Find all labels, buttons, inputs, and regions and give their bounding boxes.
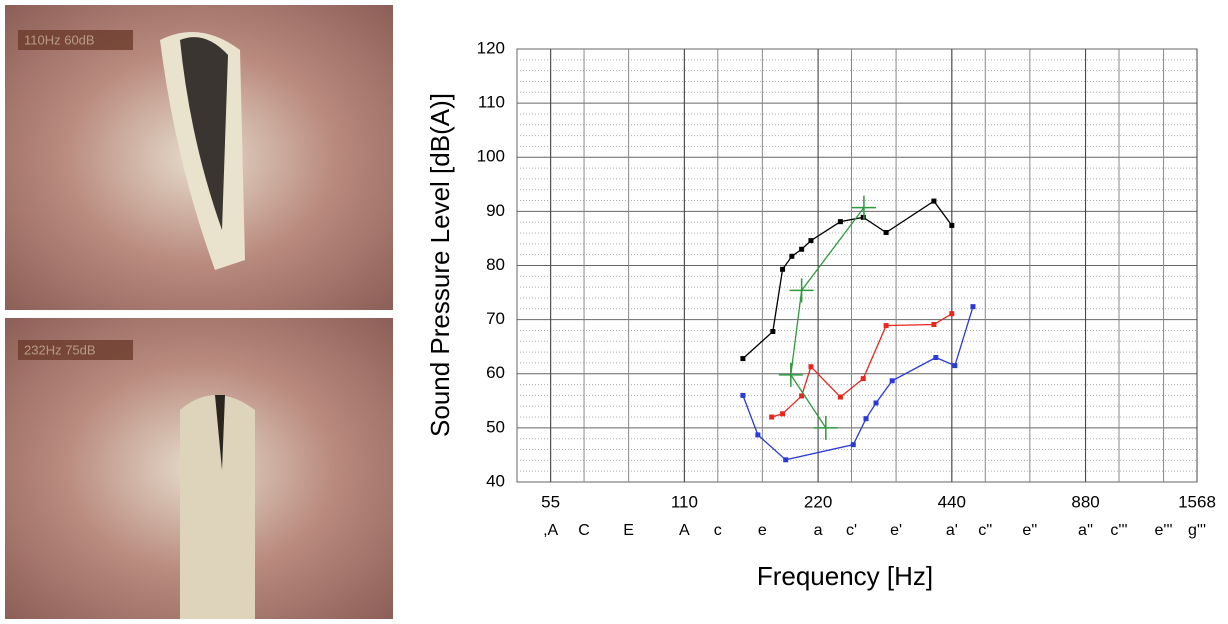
note-tick-label: ,A bbox=[543, 522, 558, 539]
point-marker bbox=[755, 432, 761, 438]
series-line bbox=[742, 306, 974, 461]
y-tick-label: 90 bbox=[486, 201, 505, 220]
point-marker bbox=[799, 246, 805, 252]
overlay-text: 110Hz 60dB bbox=[24, 32, 95, 47]
cross-marker bbox=[778, 362, 803, 387]
note-tick-label: A bbox=[679, 522, 690, 539]
x-tick-label: 220 bbox=[804, 492, 832, 511]
note-tick-label: C bbox=[578, 522, 590, 539]
x-tick-label: 55 bbox=[541, 492, 560, 511]
note-tick-label: a' bbox=[946, 522, 958, 539]
note-tick-label: c''' bbox=[1110, 522, 1127, 539]
point-marker bbox=[770, 329, 776, 335]
note-tick-label: c'' bbox=[978, 522, 992, 539]
note-tick-label: c' bbox=[846, 522, 857, 539]
overlay-text: 232Hz 75dB bbox=[24, 342, 96, 357]
x-tick-label: 440 bbox=[938, 492, 966, 511]
cross-marker bbox=[813, 415, 838, 440]
point-marker bbox=[931, 198, 937, 204]
y-tick-label: 70 bbox=[486, 309, 505, 328]
point-marker bbox=[883, 229, 889, 235]
y-axis-title: Sound Pressure Level [dB(A)] bbox=[425, 93, 455, 437]
point-marker bbox=[949, 222, 955, 228]
cross-marker bbox=[851, 195, 876, 220]
note-tick-label: c bbox=[714, 522, 722, 539]
point-marker bbox=[970, 304, 976, 310]
x-tick-label: 880 bbox=[1071, 492, 1099, 511]
x-tick-label: 110 bbox=[671, 492, 698, 511]
point-marker bbox=[931, 321, 937, 327]
note-tick-label: e' bbox=[890, 522, 902, 539]
note-tick-label: e bbox=[758, 522, 767, 539]
point-marker bbox=[860, 376, 866, 382]
point-marker bbox=[863, 416, 869, 422]
note-tick-label: a bbox=[814, 522, 823, 539]
note-tick-label: E bbox=[623, 522, 634, 539]
point-marker bbox=[769, 414, 775, 420]
y-tick-label: 80 bbox=[486, 255, 505, 274]
y-tick-label: 120 bbox=[477, 38, 505, 57]
point-marker bbox=[933, 355, 939, 361]
point-marker bbox=[808, 238, 814, 244]
point-marker bbox=[740, 356, 746, 362]
note-tick-label: e'' bbox=[1022, 522, 1037, 539]
note-tick-label: e''' bbox=[1155, 522, 1173, 539]
point-marker bbox=[808, 364, 814, 370]
point-marker bbox=[740, 392, 746, 398]
point-marker bbox=[949, 311, 955, 317]
point-marker bbox=[873, 400, 879, 406]
point-marker bbox=[780, 266, 786, 272]
point-marker bbox=[952, 363, 958, 369]
point-marker bbox=[850, 442, 856, 448]
point-marker bbox=[799, 393, 805, 399]
y-tick-label: 110 bbox=[478, 93, 505, 112]
x-tick-label: 1568 bbox=[1178, 492, 1216, 511]
point-marker bbox=[780, 411, 786, 417]
cross-marker bbox=[789, 278, 814, 303]
point-marker bbox=[889, 378, 895, 384]
y-tick-label: 40 bbox=[486, 471, 505, 490]
point-marker bbox=[883, 323, 889, 329]
y-tick-label: 60 bbox=[486, 363, 505, 382]
point-marker bbox=[783, 457, 789, 463]
note-tick-label: a'' bbox=[1078, 522, 1093, 539]
x-axis-title: Frequency [Hz] bbox=[757, 561, 933, 591]
point-marker bbox=[837, 394, 843, 400]
y-tick-label: 100 bbox=[477, 147, 505, 166]
series-line bbox=[790, 207, 865, 429]
photo-bottom: 232Hz 75dB bbox=[5, 318, 393, 619]
note-tick-label: g''' bbox=[1188, 522, 1206, 539]
point-marker bbox=[837, 219, 843, 225]
point-marker bbox=[789, 253, 795, 259]
y-tick-label: 50 bbox=[486, 417, 505, 436]
photo-top: 110Hz 60dB bbox=[5, 5, 393, 310]
